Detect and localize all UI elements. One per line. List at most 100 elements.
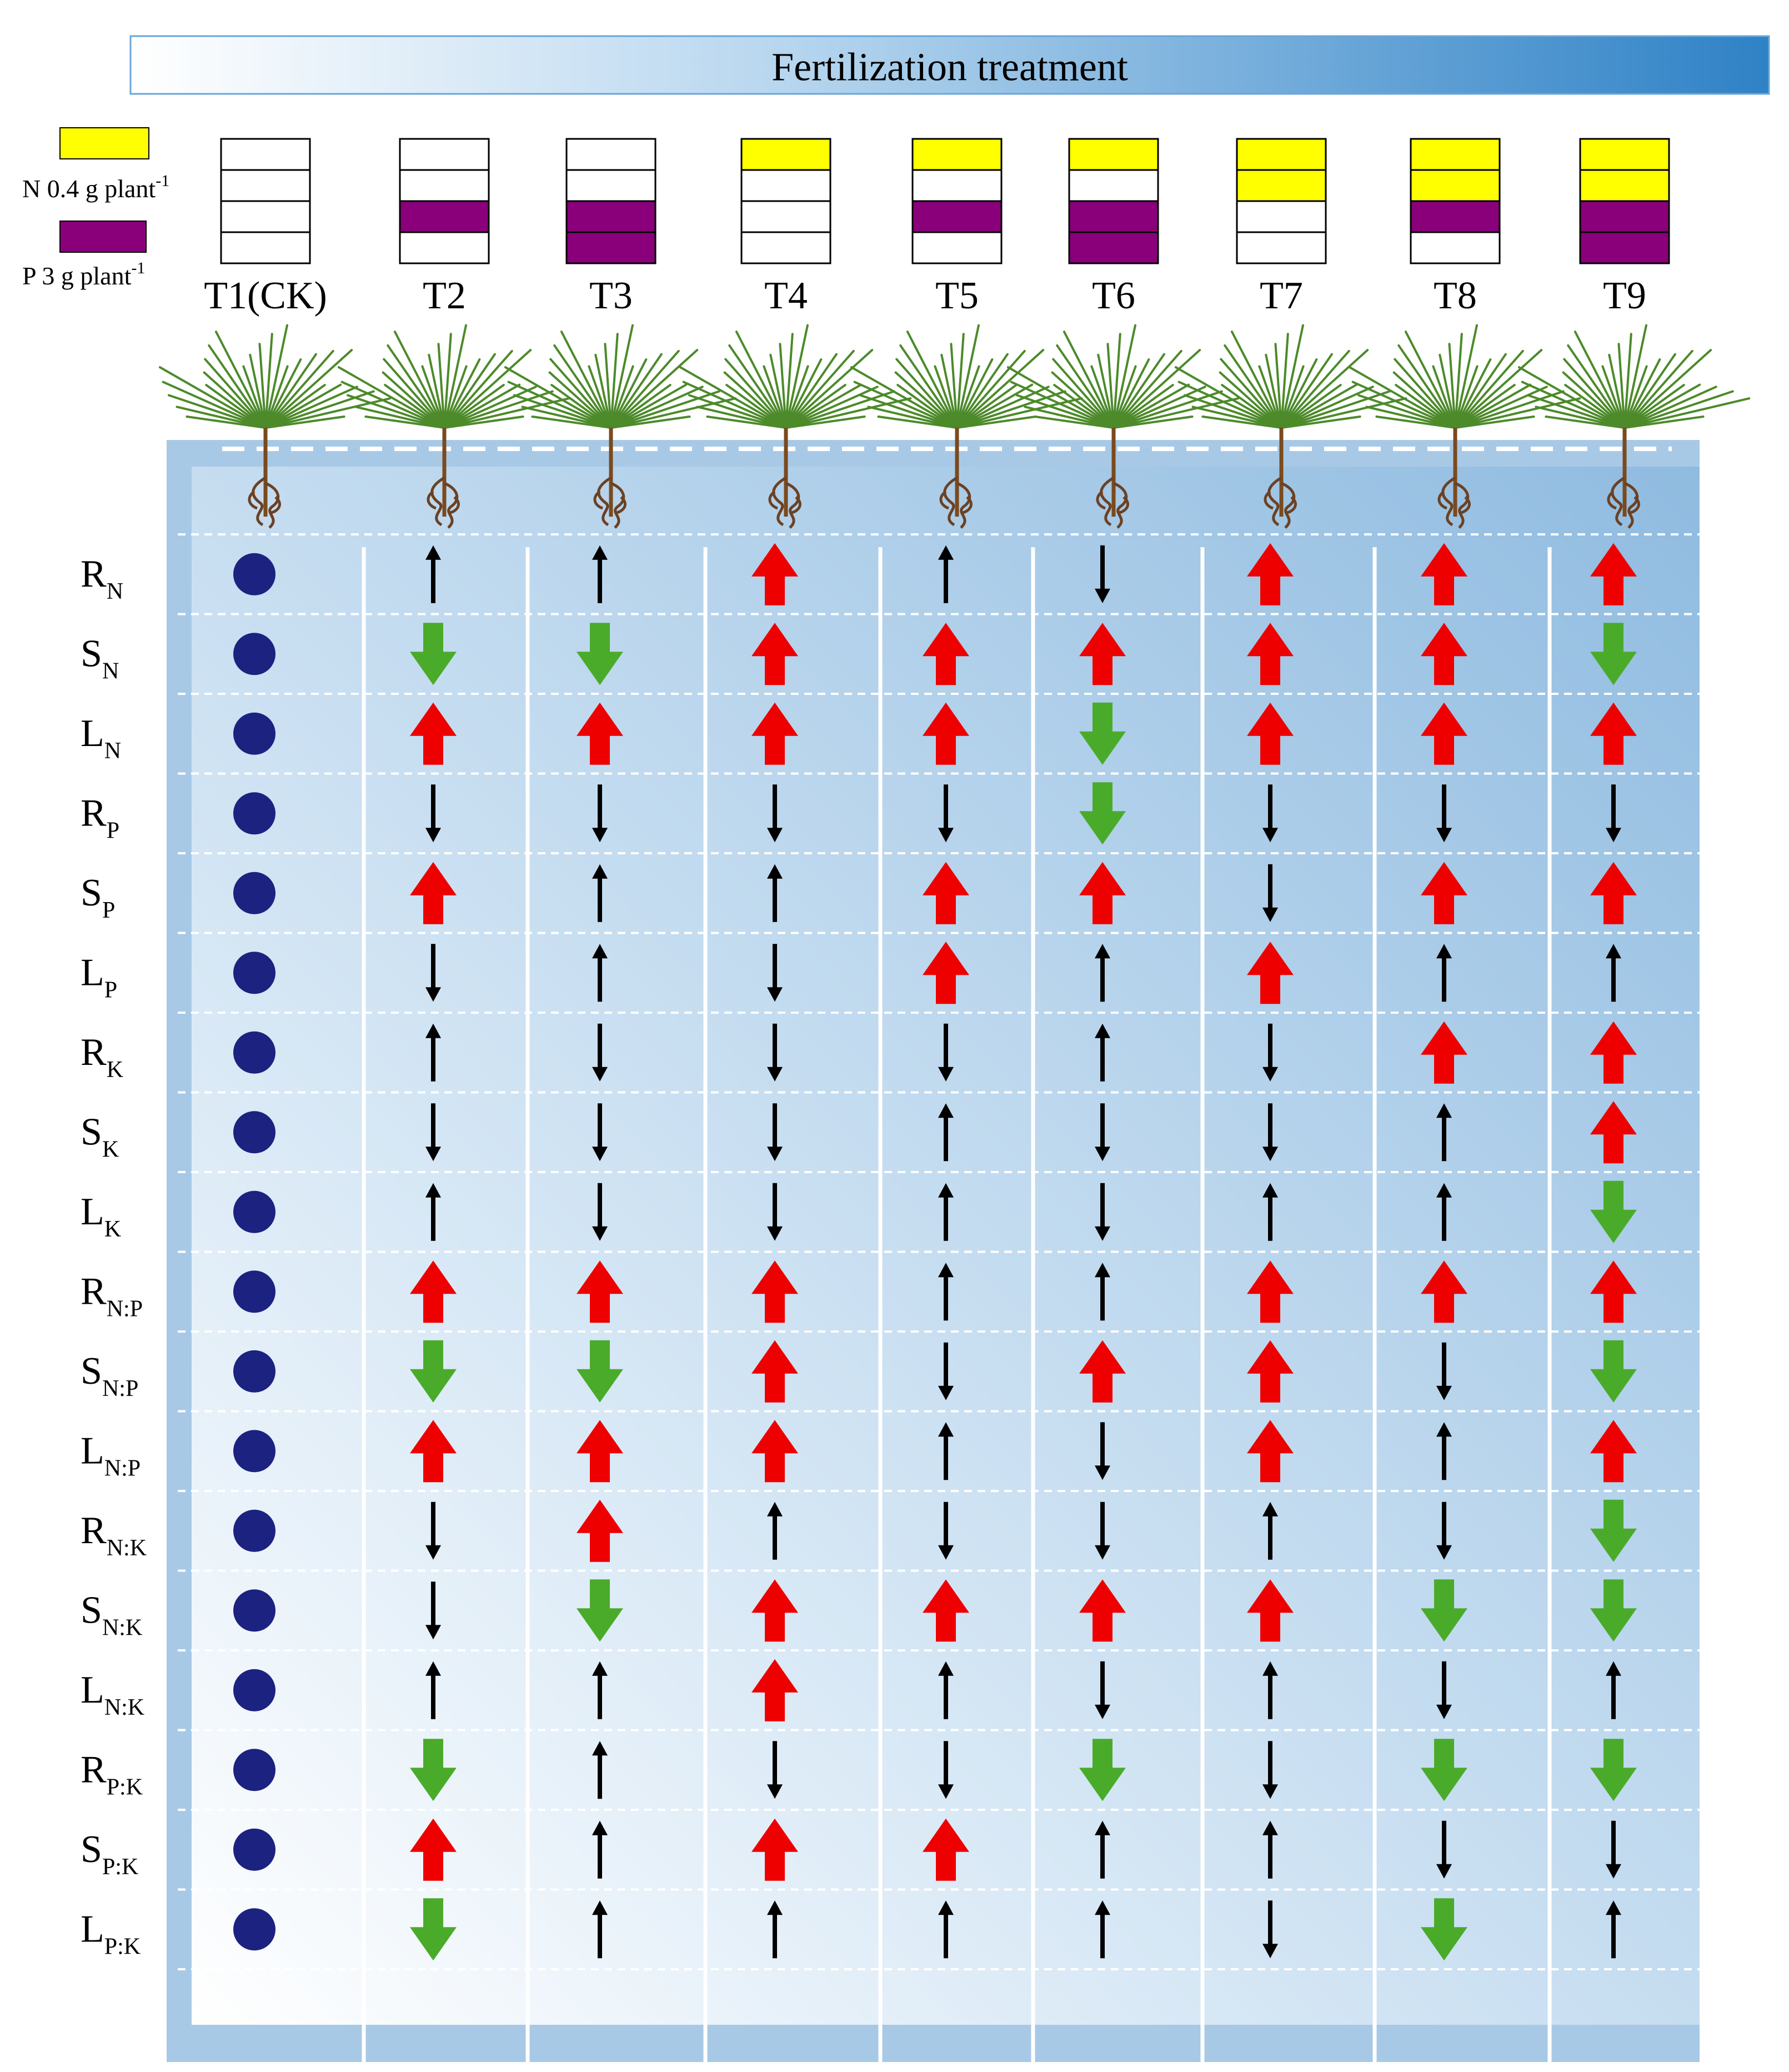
significant-up-arrow	[751, 623, 798, 685]
nonsig-down-arrow	[592, 1103, 608, 1162]
needle	[1015, 394, 1115, 429]
needle	[550, 384, 612, 429]
arrow-head	[938, 1067, 954, 1082]
needle	[549, 358, 612, 429]
needle	[1392, 371, 1456, 429]
significant-up-arrow	[410, 1818, 457, 1881]
nonsig-down-arrow	[1095, 1103, 1110, 1162]
arrow-head	[1436, 1183, 1452, 1198]
arrow-head	[938, 545, 954, 560]
significant-up-arrow	[1079, 862, 1126, 924]
arrow-head	[1095, 1263, 1110, 1278]
needle	[214, 331, 267, 429]
needle	[560, 331, 612, 429]
significant-up-arrow	[1590, 1101, 1637, 1164]
needle	[1545, 416, 1626, 429]
treatment-box-segment	[740, 169, 831, 202]
arrow-head	[1262, 1502, 1278, 1517]
row-label: LN:K	[81, 1669, 144, 1720]
significant-up-arrow	[1247, 1260, 1294, 1323]
arrow-head	[1095, 1465, 1110, 1480]
nonsig-down-arrow	[1095, 1502, 1110, 1560]
arrow-head	[592, 1067, 608, 1082]
arrow-head	[1606, 1900, 1621, 1915]
needle	[956, 365, 980, 429]
needle	[1024, 406, 1115, 429]
nonsig-up-arrow	[592, 545, 608, 603]
needle	[688, 394, 787, 429]
control-dot	[233, 1828, 275, 1871]
significant-up-arrow	[1247, 543, 1294, 605]
needle	[723, 371, 787, 429]
needle	[1258, 365, 1282, 429]
arrow-head	[1262, 1784, 1278, 1799]
arrow-head	[938, 1422, 954, 1437]
needle	[443, 333, 452, 429]
arrow-head	[425, 1625, 441, 1640]
significant-down-arrow	[577, 1340, 623, 1403]
arrow-head	[767, 1502, 783, 1517]
row-label: LP	[81, 951, 117, 1003]
seedling-roots	[248, 476, 281, 529]
arrow-head	[1095, 588, 1110, 603]
treatment-box-segment	[1579, 200, 1670, 233]
significant-down-arrow	[410, 1739, 457, 1801]
significant-up-arrow	[1247, 1420, 1294, 1483]
control-dot	[233, 633, 275, 675]
needle	[1006, 366, 1115, 429]
needle	[1454, 383, 1532, 429]
needle	[258, 343, 267, 429]
control-dot	[233, 1270, 275, 1313]
significant-down-arrow	[1421, 1898, 1467, 1961]
needle	[264, 386, 358, 429]
needle	[785, 384, 846, 429]
arrow-head	[1436, 1864, 1452, 1879]
needle	[1365, 406, 1456, 429]
header-banner	[129, 35, 1770, 95]
row-label: LK	[81, 1190, 121, 1242]
significant-up-arrow	[1590, 702, 1637, 765]
control-dot	[233, 1908, 275, 1951]
control-dot	[233, 1031, 275, 1074]
needle	[443, 365, 468, 429]
seedling-icon	[158, 324, 392, 529]
arrow-head	[767, 1784, 783, 1799]
needle	[1623, 333, 1632, 429]
nonsig-down-arrow	[1262, 1023, 1278, 1082]
significant-up-arrow	[751, 1340, 798, 1403]
nonsig-down-arrow	[938, 1342, 954, 1400]
needle	[1454, 416, 1535, 429]
needle	[785, 386, 879, 429]
needle	[1623, 365, 1648, 429]
row-label: SN:P	[81, 1350, 138, 1402]
needle	[1010, 381, 1115, 429]
arrow-head	[1262, 1183, 1278, 1198]
needle	[1573, 331, 1626, 429]
nonsig-up-arrow	[1606, 1661, 1621, 1719]
nonsig-up-arrow	[1436, 1183, 1452, 1241]
treatment-box-segment	[220, 200, 311, 233]
significant-up-arrow	[923, 623, 969, 685]
arrow-head	[938, 1545, 954, 1560]
needle	[785, 353, 838, 429]
needle	[1623, 358, 1661, 429]
header-title: Fertilization treatment	[771, 45, 1128, 89]
arrow-head	[592, 944, 608, 959]
significant-up-arrow	[1079, 1340, 1126, 1403]
needle	[1280, 358, 1318, 429]
nonsig-up-arrow	[425, 1661, 441, 1719]
control-dot	[233, 872, 275, 914]
significant-up-arrow	[1421, 623, 1467, 685]
needle	[1348, 366, 1456, 429]
treatment-label: T6	[1092, 274, 1135, 317]
needle	[1563, 358, 1626, 429]
needle	[1221, 384, 1282, 429]
nonsig-down-arrow	[767, 784, 783, 843]
needle	[859, 394, 958, 429]
arrow-head	[1606, 828, 1621, 843]
treatment-label: T1(CK)	[204, 274, 327, 317]
mark-layer	[233, 543, 1637, 1961]
significant-up-arrow	[410, 1260, 457, 1323]
arrow-head	[767, 1067, 783, 1082]
